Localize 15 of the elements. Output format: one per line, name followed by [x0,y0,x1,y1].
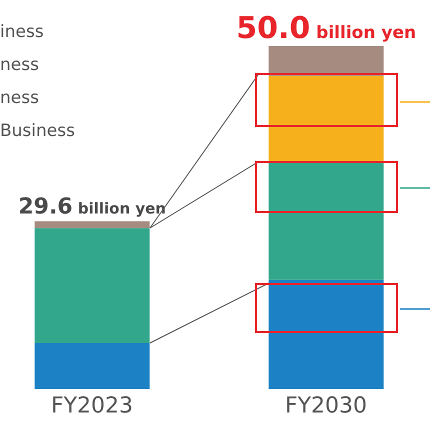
bar [268,76,384,162]
bar [34,343,150,389]
bar [268,46,384,76]
annotation: Business [0,121,75,143]
x-tick-label: FY2023 [50,394,134,419]
bar [34,228,150,344]
x-tick-label: FY2030 [284,394,368,419]
bar [268,280,384,389]
annotation: ness [0,88,40,110]
text: iness [0,22,45,44]
annotation: 29.6 billion yen [18,194,166,220]
bar [34,221,150,228]
bar [268,162,384,280]
text: 50.0 billion yen [236,11,416,46]
annotation: ness [0,55,40,77]
